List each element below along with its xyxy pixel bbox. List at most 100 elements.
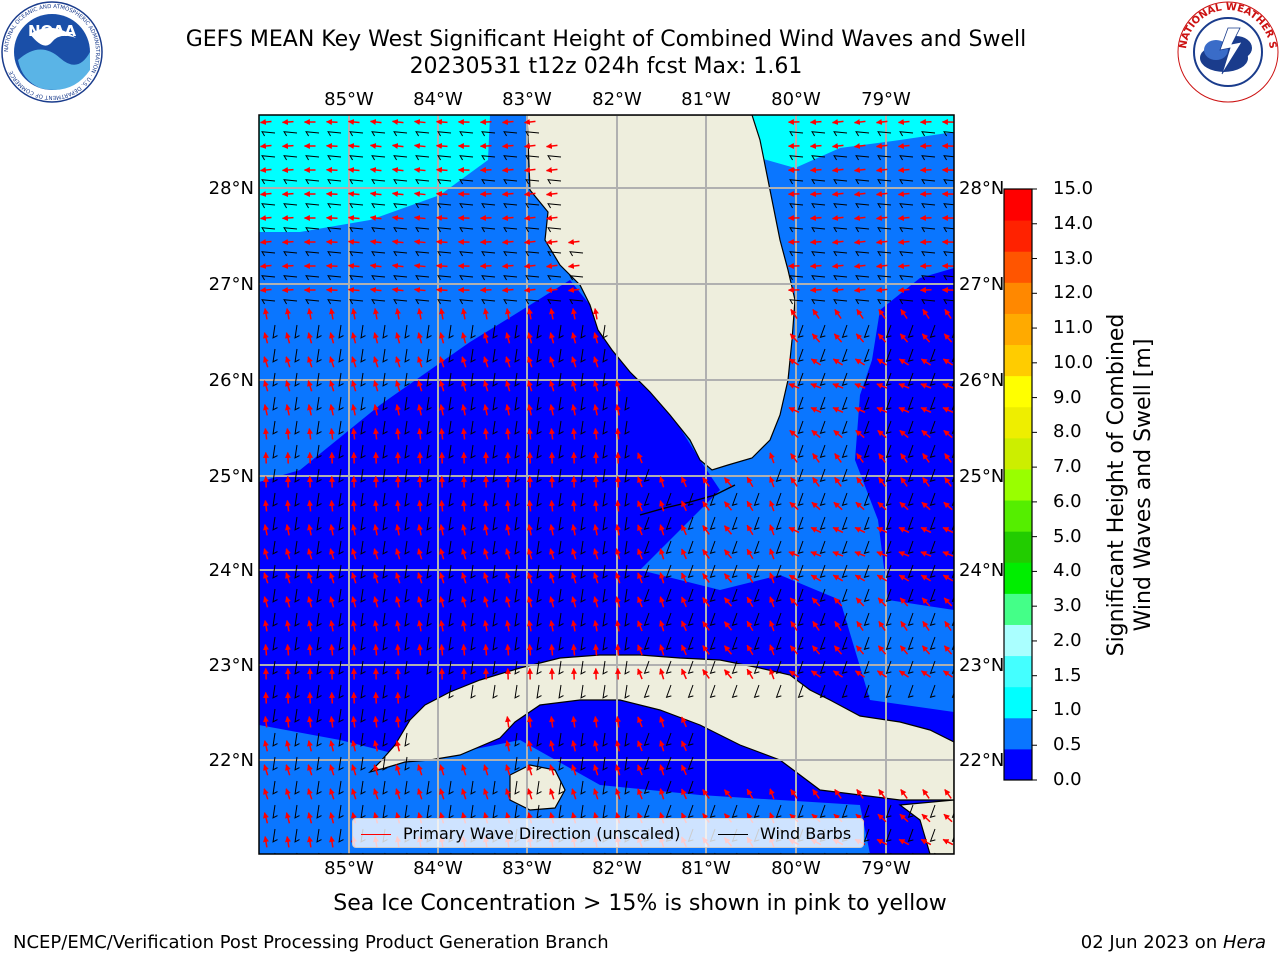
wind-barb [404,732,410,747]
wind-barb [261,299,276,305]
wind-barb [459,155,474,161]
wind-barb [514,420,520,435]
wind-barb [382,348,388,363]
wave-direction-arrow [439,380,445,392]
wind-barb [294,708,300,723]
wind-barb [338,396,344,411]
wind-barb [382,660,388,675]
wave-direction-arrow [702,789,710,799]
wave-direction-arrow [417,548,423,560]
wind-barb [470,372,476,387]
wave-direction-arrow [483,572,489,584]
wave-direction-arrow [417,620,423,632]
wave-direction-arrow [281,239,294,246]
wave-direction-arrow [637,644,643,656]
wave-direction-arrow [373,548,379,560]
wave-direction-arrow [347,215,360,221]
wave-direction-arrow [281,191,294,198]
wind-barb [709,492,716,506]
wind-barb [272,540,278,555]
wind-barb [899,275,914,281]
wind-barb [536,660,542,675]
wave-direction-arrow [417,596,423,608]
wave-direction-arrow [746,788,754,800]
wave-direction-arrow [790,477,798,487]
wind-barb [503,131,518,137]
wind-barb [536,420,542,435]
wind-barb [360,588,366,603]
wave-direction-arrow [920,406,932,414]
wind-barb [665,540,672,554]
wind-barb [929,516,936,530]
wind-barb [283,179,298,185]
wave-direction-arrow [810,551,822,557]
wave-direction-arrow [834,620,842,631]
wave-direction-arrow [898,551,910,557]
wind-barb [547,227,562,233]
wind-barb [665,588,672,602]
wave-direction-arrow [723,645,733,655]
wave-direction-arrow [920,526,932,534]
wind-barb [514,804,520,819]
wave-direction-arrow [439,427,445,440]
wind-barb [316,564,322,579]
wave-direction-arrow [263,643,269,656]
wind-barb [789,155,804,161]
wave-direction-arrow [351,572,357,584]
wave-direction-arrow [373,740,379,752]
wind-barb [404,756,410,771]
wind-barb [448,492,454,507]
wave-direction-arrow [920,358,932,366]
wind-barb [338,684,344,699]
wind-barb [272,660,278,675]
wind-barb [316,684,322,699]
wind-barb [536,468,542,483]
wind-barb [921,155,936,161]
wind-barb [819,324,826,338]
wind-barb [360,660,366,675]
wave-direction-arrow [855,645,865,655]
wave-direction-arrow [413,191,426,197]
wave-direction-arrow [523,215,536,221]
wave-direction-arrow [505,427,511,440]
wave-direction-arrow [501,239,514,245]
wave-direction-arrow [875,167,888,173]
wind-barb [580,492,586,507]
wave-direction-arrow [659,764,665,776]
wind-barb [580,468,586,483]
wind-barb [305,251,320,257]
wave-direction-arrow [571,356,577,368]
wind-barb [665,564,672,578]
wave-direction-arrow [483,427,489,440]
wave-direction-arrow [832,574,844,582]
wave-direction-arrow [834,477,842,487]
wave-direction-arrow [942,406,954,414]
wave-direction-arrow [809,191,822,197]
wind-barb [261,131,276,137]
wave-direction-arrow [723,525,733,535]
wave-direction-arrow [567,287,580,293]
vector-field [259,118,954,854]
wind-barb [558,564,564,579]
wind-barb [492,540,498,555]
wind-barb [448,804,454,819]
wave-direction-arrow [417,427,423,440]
wave-direction-arrow [395,715,401,728]
wave-direction-arrow [659,644,665,656]
wind-barb [731,588,738,602]
wave-direction-arrow [897,167,910,173]
wind-barb [899,299,914,305]
wave-direction-arrow [281,143,294,150]
wave-direction-arrow [461,332,467,344]
wave-direction-arrow [395,427,401,440]
wind-barb [602,660,608,675]
wind-barb [514,540,520,555]
wave-direction-arrow [435,118,448,125]
wave-direction-arrow [281,263,294,270]
wave-direction-arrow [878,477,886,487]
wave-direction-arrow [812,620,820,631]
wind-barb [415,275,430,281]
wave-direction-arrow [329,572,335,584]
wind-barb [819,636,826,650]
wave-direction-arrow [505,332,511,344]
